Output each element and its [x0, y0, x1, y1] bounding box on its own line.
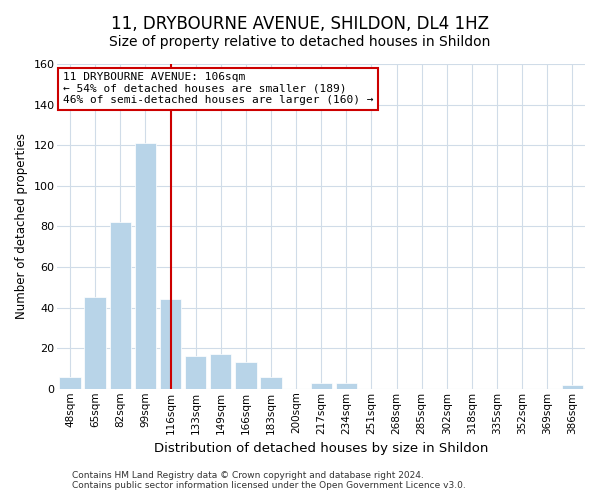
Text: 11 DRYBOURNE AVENUE: 106sqm
← 54% of detached houses are smaller (189)
46% of se: 11 DRYBOURNE AVENUE: 106sqm ← 54% of det…: [63, 72, 373, 106]
Bar: [335, 382, 357, 389]
Text: Size of property relative to detached houses in Shildon: Size of property relative to detached ho…: [109, 35, 491, 49]
Bar: [235, 362, 257, 389]
Bar: [110, 222, 131, 389]
Bar: [160, 300, 181, 389]
Y-axis label: Number of detached properties: Number of detached properties: [15, 134, 28, 320]
Text: 11, DRYBOURNE AVENUE, SHILDON, DL4 1HZ: 11, DRYBOURNE AVENUE, SHILDON, DL4 1HZ: [111, 15, 489, 33]
Bar: [260, 376, 281, 389]
Bar: [59, 376, 80, 389]
X-axis label: Distribution of detached houses by size in Shildon: Distribution of detached houses by size …: [154, 442, 488, 455]
Text: Contains HM Land Registry data © Crown copyright and database right 2024.
Contai: Contains HM Land Registry data © Crown c…: [72, 470, 466, 490]
Bar: [311, 382, 332, 389]
Bar: [135, 143, 156, 389]
Bar: [85, 298, 106, 389]
Bar: [185, 356, 206, 389]
Bar: [210, 354, 232, 389]
Bar: [562, 384, 583, 389]
